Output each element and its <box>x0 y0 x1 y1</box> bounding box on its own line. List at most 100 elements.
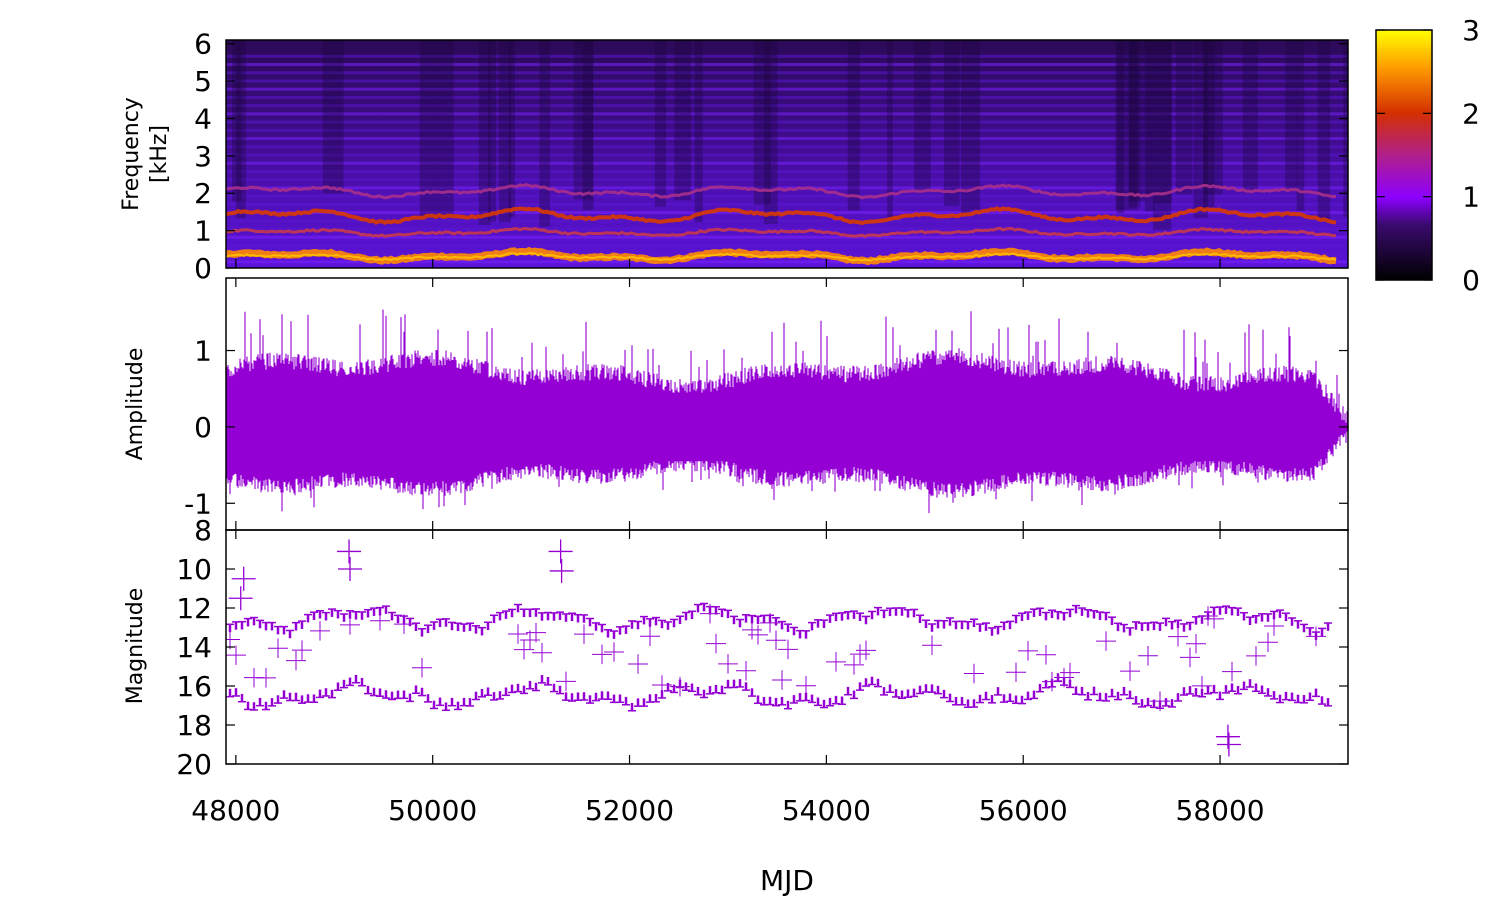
spectrogram-stripe <box>226 260 1348 264</box>
x-axis-ticks: 48000 50000 52000 54000 56000 58000 <box>191 259 1265 827</box>
spectrogram-dark-column <box>236 40 246 219</box>
spectrogram-dark-column <box>322 40 344 194</box>
spectrogram-stripe <box>226 202 1348 206</box>
colorbar-gradient <box>1375 29 1433 281</box>
spectrogram-dark-column <box>1296 40 1305 211</box>
spectrogram-dark-column <box>1193 40 1208 218</box>
spectrogram-band <box>226 251 1337 262</box>
spectrogram-stripe <box>226 153 1348 157</box>
lightcurve-y-tick-label: 10 <box>176 553 212 586</box>
spectrogram-dark-column <box>539 40 551 227</box>
spectrogram-y-tick-label: 4 <box>194 102 212 135</box>
spectrogram-y-tick-label: 6 <box>194 28 212 61</box>
x-tick-label: 50000 <box>388 794 477 827</box>
spectrogram-dark-column <box>1115 40 1138 210</box>
spectrogram-dark-column <box>887 40 893 218</box>
spectrogram-dark-column <box>1116 40 1125 214</box>
spectrogram-dark-column <box>763 40 778 224</box>
lightcurve-y-tick-label: 8 <box>194 514 212 547</box>
spectrogram-stripe <box>226 161 1348 165</box>
spectrogram-stripe <box>226 54 1348 58</box>
spectrogram-dark-column <box>914 40 931 191</box>
waveform-y-tick-label: -1 <box>184 487 212 520</box>
spectrogram-stripe <box>226 186 1348 190</box>
spectrogram-dark-column <box>654 40 667 207</box>
waveform-y-tick-label: 0 <box>194 411 212 444</box>
spectrogram-dark-column <box>970 40 980 210</box>
spectrogram-stripe <box>226 219 1348 223</box>
spectrogram-y-tick-label: 2 <box>194 177 212 210</box>
lightcurve-y-ticks: 8 10 12 14 16 18 20 <box>176 514 1348 781</box>
colorbar-tick-label: 0 <box>1462 264 1480 297</box>
waveform-core <box>228 392 1320 462</box>
spectrogram-stripe <box>226 169 1348 173</box>
lightcurve-y-tick-label: 16 <box>176 670 212 703</box>
spectrogram-stripe <box>226 112 1348 116</box>
spectrogram-dark-column <box>753 40 771 205</box>
spectrogram-band <box>226 206 1337 226</box>
spectrogram-dark-column <box>961 40 971 216</box>
spectrogram-dark-column <box>582 40 594 211</box>
waveform-marks <box>226 309 1348 514</box>
spectrogram-dark-column <box>1175 40 1193 195</box>
spectrogram-band <box>226 183 1337 200</box>
lightcurve-frame <box>225 529 1349 765</box>
spectrogram-dark-column <box>498 40 512 223</box>
spectrogram-dark-column <box>1343 40 1348 217</box>
spectrogram-dark-column <box>1202 40 1215 208</box>
spectrogram-y-ticks: 0 1 2 3 4 5 6 <box>194 28 1348 285</box>
spectrogram-y-tick-label: 3 <box>194 140 212 173</box>
lightcurve-panel: 8 10 12 14 16 18 20 Magnitude <box>123 514 1349 781</box>
spectrogram-y-tick-label: 1 <box>194 215 212 248</box>
spectrogram-dark-column <box>1145 40 1153 197</box>
spectrogram-dark-column <box>943 40 960 206</box>
waveform-panel: -1 0 1 Amplitude <box>123 277 1349 531</box>
x-tick-label: 56000 <box>979 794 1068 827</box>
lightcurve-ylabel: Magnitude <box>123 588 148 705</box>
spectrogram-marks <box>226 40 1348 266</box>
x-axis-label: MJD <box>760 864 814 897</box>
spectrogram-stripe <box>226 137 1348 141</box>
spectrogram-y-tick-label: 5 <box>194 65 212 98</box>
spectrogram-dark-column <box>847 40 860 211</box>
spectrogram-dark-column <box>1154 40 1172 204</box>
spectrogram-y-tick-label: 0 <box>194 252 212 285</box>
spectrogram-dark-column <box>1144 40 1155 212</box>
spectrogram-dark-column <box>1285 40 1298 191</box>
spectrogram-dark-column <box>478 40 491 225</box>
colorbar-tick-label: 3 <box>1462 14 1480 47</box>
spectrogram-stripe <box>226 95 1348 99</box>
spectrogram-dark-column <box>1153 40 1172 230</box>
spectrogram-ylabel-line2: [kHz] <box>147 125 172 183</box>
waveform-y-ticks: -1 0 1 <box>184 335 1348 520</box>
lightcurve-y-tick-label: 18 <box>176 709 212 742</box>
colorbar: 0 1 2 3 <box>1375 14 1480 297</box>
spectrogram-dark-column <box>1317 40 1331 221</box>
spectrogram-dark-column <box>508 40 515 217</box>
spectrogram-dark-column <box>674 40 691 201</box>
spectrogram-stripe <box>226 128 1348 132</box>
spectrogram-stripe <box>226 79 1348 83</box>
spectrogram-dark-column <box>1242 40 1258 191</box>
colorbar-tick-label: 1 <box>1462 181 1480 214</box>
spectrogram-dark-column <box>694 40 703 223</box>
waveform-ylabel: Amplitude <box>123 348 148 461</box>
x-tick-label: 58000 <box>1176 794 1265 827</box>
spectrogram-dark-column <box>573 40 594 200</box>
spectrogram-dark-column <box>232 40 242 202</box>
spectrogram-stripe <box>226 63 1348 67</box>
x-tick-label: 54000 <box>782 794 871 827</box>
lightcurve-y-tick-label: 14 <box>176 631 212 664</box>
colorbar-ticks: 0 1 2 3 <box>1376 14 1480 297</box>
spectrogram-stripe <box>226 120 1348 124</box>
spectrogram-stripe <box>226 235 1348 239</box>
spectrogram-stripe <box>226 243 1348 247</box>
spectrogram-dark-column <box>439 40 454 217</box>
spectrogram-stripe <box>226 71 1348 75</box>
spectrogram-dark-column <box>1203 40 1223 195</box>
spectrogram-dark-column <box>488 40 497 222</box>
x-tick-label: 48000 <box>191 794 280 827</box>
spectrogram-frame <box>225 39 1349 269</box>
spectrogram-band <box>226 226 1337 239</box>
